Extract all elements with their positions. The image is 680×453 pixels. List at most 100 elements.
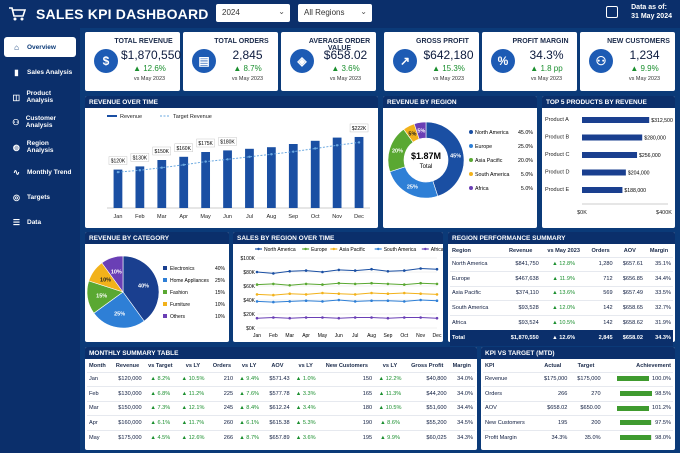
sidebar-item-sales-analysis[interactable]: ▮ Sales Analysis [4,62,76,82]
table-header: Month Revenue vs Target vs LY Orders vs LY AOV… [87,360,475,372]
table-row: Asia Pacific $374,110 ▲ 13.6% 569 $657.49 33.… [450,286,673,301]
sidebar-item-targets[interactable]: ◎ Targets [4,187,76,207]
database-icon: ☰ [12,217,21,227]
series-point [255,300,259,303]
legend-value: 25.0% [518,144,533,150]
arrow-up-icon: ▲ [239,390,247,397]
region-slice [389,166,439,199]
legend-dot [469,130,473,134]
table-cell: 34.3% [551,434,568,441]
target-point [226,158,229,161]
legend-dot [424,247,427,251]
sidebar-item-label: Overview [27,43,56,51]
kpi-card-gross-profit: GROSS PROFIT ↗ $642,180 ▲ 15.3% vs May 2023 [384,32,479,91]
series-point [353,300,357,303]
series-point [386,292,390,295]
series-point [402,291,406,295]
sidebar-item-product-analysis[interactable]: ◫ Product Analysis [4,87,76,107]
slice-label: 10% [100,277,111,283]
arrow-up-icon: ▲ [552,319,560,326]
kpi-vs-target-panel: KPI VS TARGET (MTD) KPI Actual Target Achie… [481,347,675,450]
arrow-up-icon: ▲ [630,64,641,73]
legend-value: 10% [215,314,226,320]
table-cell: 34.4% [457,405,473,412]
sidebar-item-region-analysis[interactable]: ◍ Region Analysis [4,137,76,157]
table-cell: ▲ 8.2% [150,376,171,383]
column-header: Margin [452,362,471,369]
target-point [138,169,142,172]
legend-value: 15% [215,290,226,296]
y-tick-label: $100K [241,256,256,262]
kpi-title: TOTAL ORDERS [214,38,269,45]
page-title: SALES KPI DASHBOARD [36,6,209,22]
arrow-up-icon: ▲ [380,420,388,427]
sidebar [0,28,80,453]
series-point [402,269,406,272]
table-cell: 142 [603,319,613,326]
percent-icon: % [491,49,515,73]
arrow-up-icon: ▲ [239,405,247,412]
legend-dot [332,247,335,251]
year-select[interactable]: 2024 ⌄ [216,4,290,22]
column-header: vs LY [298,362,313,369]
donut-center-label: Total [420,164,433,170]
series-point [402,300,406,303]
legend-label: Africa [475,186,489,192]
kpi-title: TOTAL REVENUE [114,38,173,45]
series-point [419,281,422,285]
table-cell: 165 [362,390,373,397]
table-cell: $612.24 [269,405,290,412]
achievement-fill [620,434,652,440]
data-label-box [349,123,369,133]
series-point [272,282,275,286]
series-point [288,284,292,287]
table-cell: ▲ 6.1% [239,420,260,427]
x-tick-label: $0K [577,210,587,216]
column-header: Orders [212,362,232,369]
slice-label: 15% [96,293,107,299]
top-bar: SALES KPI DASHBOARD 2024 ⌄ All Regions ⌄ D… [0,0,680,28]
panel-title: SALES BY REGION OVER TIME [233,232,443,244]
table-cell: ▲ 8.4% [239,405,260,412]
series-point [337,268,341,272]
sidebar-item-label: Targets [27,193,50,201]
table-cell: $658.02 [622,334,643,341]
series-point [370,299,373,302]
table-cell: $577.78 [269,390,290,397]
sales-region-line-chart: North America Europe Asia Pacific South Ame… [241,247,443,339]
achievement-cell: 101.2% [603,401,673,416]
table-cell: Feb [89,390,99,397]
legend-value: 25% [215,278,226,284]
region-select[interactable]: All Regions ⌄ [298,4,372,22]
sidebar-item-overview[interactable]: ⌂ Overview [4,37,76,57]
table-cell: 270 [591,390,601,397]
y-tick-label: Product C [545,152,569,158]
kpi-card-total-revenue: TOTAL REVENUE $ $1,870,550 ▲ 12.6% vs May 20… [85,32,181,91]
table-cell: ▲ 9.4% [239,376,260,383]
revenue-by-region-panel: REVENUE BY REGION 45% 25% 20% 5% 5% $1.87M Tot… [383,96,537,228]
series-point [353,269,357,272]
table-cell: 33.5% [655,290,671,297]
arrow-up-icon: ▲ [233,64,244,73]
legend-label: Europe [311,247,327,253]
kpi-card-total-orders: TOTAL ORDERS ▤ 2,845 ▲ 8.7% vs May 2023 [183,32,278,91]
kpi-change-value: 1.8 pp [540,64,563,73]
sidebar-item-data[interactable]: ☰ Data [4,212,76,232]
achievement-cell: 100.0% [603,372,673,387]
table-cell: ▲ 10.5% [181,376,205,383]
table-cell: 34.3% [457,434,473,441]
chevron-down-icon: ⌄ [278,7,285,16]
arrow-up-icon: ▲ [133,64,144,73]
bar-product-d [582,169,626,176]
sidebar-item-monthly-trend[interactable]: ∿ Monthly Trend [4,162,76,182]
table-cell: ▲ 8.7% [239,434,260,441]
kpi-card-new-customers: NEW CUSTOMERS ⚇ 1,234 ▲ 9.9% vs May 2023 [580,32,675,91]
series-point [419,316,422,319]
kpi-value: 1,234 [629,48,660,62]
bar-product-b [582,134,643,141]
sidebar-item-customer-analysis[interactable]: ⚇ Customer Analysis [4,112,76,132]
table-cell: Mar [89,405,99,412]
table-cell: ▲ 10.5% [378,405,402,412]
table-cell: 34.0% [457,376,473,383]
column-header: Gross Profit [411,362,444,369]
